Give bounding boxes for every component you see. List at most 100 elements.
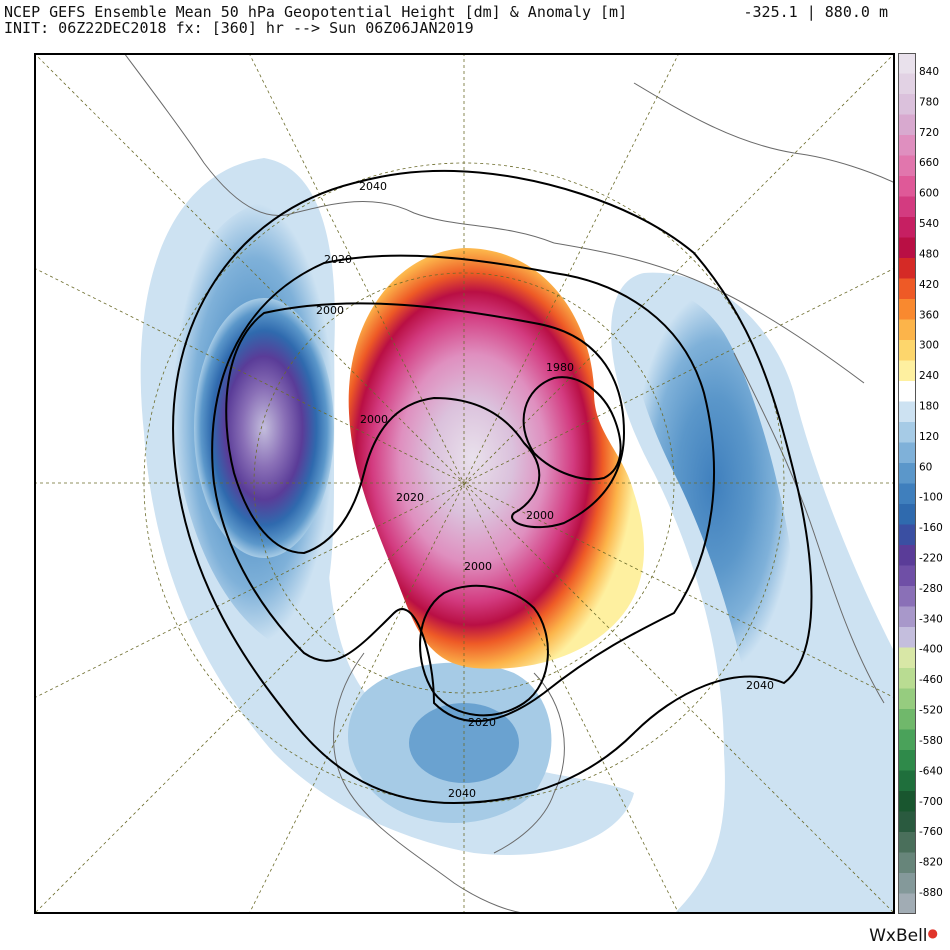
color-swatch	[899, 688, 915, 710]
color-swatch	[899, 483, 915, 505]
contour-label: 2040	[448, 787, 476, 800]
color-swatch	[899, 258, 915, 280]
color-swatch	[899, 53, 915, 75]
contour-2040-outer	[172, 169, 813, 805]
color-swatch	[899, 319, 915, 341]
color-swatch	[899, 770, 915, 792]
color-swatch	[899, 135, 915, 157]
color-swatch	[899, 647, 915, 669]
color-scale-label: -760	[919, 826, 943, 838]
color-swatch	[899, 504, 915, 526]
color-scale-label: -820	[919, 857, 943, 869]
contour-label: 2020	[468, 716, 496, 729]
negative-anomaly-purple-core	[194, 298, 334, 558]
color-swatch	[899, 791, 915, 813]
color-swatch	[899, 94, 915, 116]
color-scale-label: -700	[919, 796, 943, 808]
color-swatch	[899, 832, 915, 854]
brand-dot-icon: ●	[927, 926, 938, 940]
color-scale-label: 300	[919, 340, 939, 352]
color-swatch	[899, 545, 915, 567]
color-scale-label: 540	[919, 218, 939, 230]
color-swatch	[899, 442, 915, 464]
color-scale-label: 480	[919, 248, 939, 260]
contour-label: 2040	[746, 679, 774, 692]
color-swatch	[899, 565, 915, 587]
color-swatch	[899, 422, 915, 444]
color-scale-labels: 840 780 720 660 600 540 480 420 360 300 240 180 120 6…	[919, 66, 943, 899]
color-scale-frame	[898, 53, 916, 914]
color-swatch	[899, 524, 915, 546]
color-scale-label: 780	[919, 96, 939, 108]
color-swatch	[899, 893, 915, 914]
color-swatch	[899, 852, 915, 874]
color-scale-label: -520	[919, 705, 943, 717]
color-scale-label: 660	[919, 157, 939, 169]
color-scale-label: -400	[919, 644, 943, 656]
color-scale-label: -880	[919, 887, 943, 899]
polar-stereographic-map: 2040 2020 2000 1980 2000 2020 2000 2000 …	[34, 53, 895, 914]
color-swatch	[899, 237, 915, 259]
color-swatch	[899, 196, 915, 218]
contour-label: 2000	[316, 304, 344, 317]
anomaly-range: -325.1 | 880.0 m	[743, 3, 889, 21]
brand-text: WxBell	[869, 926, 928, 946]
contour-1980	[522, 376, 622, 481]
color-swatch	[899, 463, 915, 485]
color-swatch	[899, 114, 915, 136]
color-scale-label: 120	[919, 431, 939, 443]
color-swatch	[899, 709, 915, 731]
graticule	[34, 53, 895, 914]
contour-2020-outer	[211, 254, 715, 723]
color-swatch	[899, 627, 915, 649]
map-frame	[34, 53, 895, 914]
contour-label: 2000	[464, 560, 492, 573]
color-scale-legend: 840 780 720 660 600 540 480 420 360 300 240 180 120 6…	[898, 53, 943, 914]
color-swatch	[899, 401, 915, 423]
color-swatch	[899, 586, 915, 608]
color-scale-label: 420	[919, 279, 939, 291]
color-scale-label: -580	[919, 735, 943, 747]
color-scale-label: 720	[919, 127, 939, 139]
color-swatch	[899, 811, 915, 833]
height-contours	[172, 169, 813, 805]
color-swatch	[899, 340, 915, 362]
positive-anomaly-polar	[348, 248, 644, 669]
contour-label: 1980	[546, 361, 574, 374]
color-swatch	[899, 176, 915, 198]
color-scale-label: -160	[919, 522, 943, 534]
contour-2000-west	[225, 302, 626, 555]
color-scale-label: 840	[919, 66, 939, 78]
color-scale-label: -100	[919, 492, 943, 504]
color-swatch	[899, 217, 915, 239]
color-scale-label: 360	[919, 309, 939, 321]
contour-2000-south	[419, 584, 549, 717]
map-title: NCEP GEFS Ensemble Mean 50 hPa Geopotent…	[4, 3, 628, 21]
color-swatch	[899, 873, 915, 895]
color-scale-label: -280	[919, 583, 943, 595]
color-scale-label: -220	[919, 553, 943, 565]
color-swatch	[899, 750, 915, 772]
init-forecast-line: INIT: 06Z22DEC2018 fx: [360] hr --> Sun …	[4, 19, 474, 37]
contour-label: 2000	[526, 509, 554, 522]
wxbell-logo: WxBell●	[869, 926, 938, 946]
contour-label: 2020	[396, 491, 424, 504]
contour-label: 2020	[324, 253, 352, 266]
contour-label: 2040	[359, 180, 387, 193]
color-scale-label: -340	[919, 613, 943, 625]
color-scale-label: -640	[919, 765, 943, 777]
color-swatch	[899, 278, 915, 300]
color-swatch	[899, 729, 915, 751]
color-swatch	[899, 360, 915, 382]
color-scale-label: 600	[919, 188, 939, 200]
color-swatch	[899, 155, 915, 177]
color-swatch	[899, 73, 915, 95]
color-swatch	[899, 299, 915, 321]
color-scale-label: 240	[919, 370, 939, 382]
color-swatch	[899, 381, 915, 403]
color-scale-label: 180	[919, 401, 939, 413]
contour-label: 2000	[360, 413, 388, 426]
color-swatch	[899, 668, 915, 690]
color-swatch	[899, 606, 915, 628]
color-swatches	[899, 53, 915, 914]
